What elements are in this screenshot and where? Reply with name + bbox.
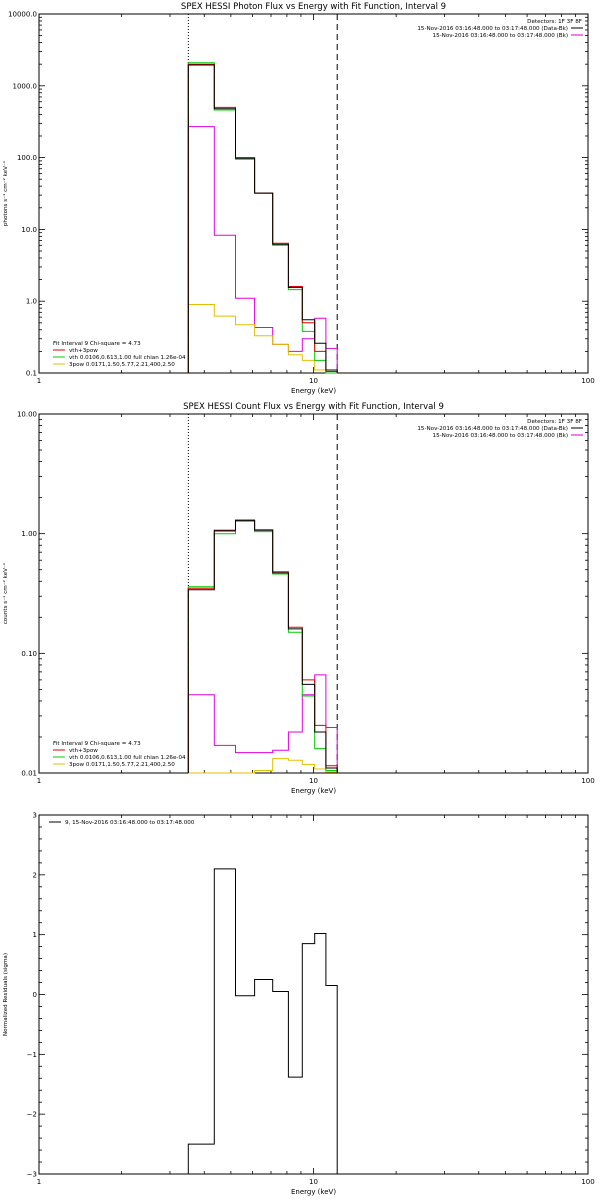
fit-legend-entry: vth 0.0106,0.613,1.00 full chian 1.26e-0… <box>69 355 186 361</box>
x-tick-label: 100 <box>581 777 594 785</box>
y-tick-label: −3 <box>27 1171 37 1179</box>
legend-entry: 15-Nov-2016 03:16:48.000 to 03:17:48.000… <box>433 433 568 439</box>
x-tick-label: 1 <box>37 377 41 385</box>
y-axis-label: photons s⁻¹ cm⁻² keV⁻¹ <box>2 161 9 226</box>
y-axis-label: Normalized Residuals (sigma) <box>3 953 9 1036</box>
series-3pow-line <box>188 758 338 774</box>
series-vth-3pow-line <box>187 519 338 773</box>
series-vth-3pow-line <box>187 63 338 373</box>
plot-frame <box>38 13 589 374</box>
series-data-bk-line <box>187 64 338 373</box>
fit-legend: Fit Interval 9 Chi-square = 4.73vth+3pow… <box>53 341 186 368</box>
y-axis-label: counts s⁻¹ cm⁻² keV⁻¹ <box>2 563 9 624</box>
chart-panel-3: 1 10 100 Energy (keV) −3 −2 −1 0 1 2 3 Normalized R… <box>3 812 595 1197</box>
fit-summary-label: Fit Interval 9 Chi-square = 4.73 <box>53 741 141 747</box>
series-vth-line <box>187 62 338 374</box>
x-tick-label: 1 <box>37 777 41 785</box>
fit-legend-entry: vth+3pow <box>69 748 98 754</box>
legend-entry: 15-Nov-2016 03:16:48.000 to 03:17:48.000… <box>417 426 568 432</box>
x-tick-label: 10 <box>309 777 318 785</box>
fit-legend-entry: 3pow 0.0171,1.50,5.77,2.21,400,2.50 <box>69 762 175 768</box>
chart-title: SPEX HESSI Count Flux vs Energy with Fit… <box>183 402 444 412</box>
chart-panel-1: SPEX HESSI Photon Flux vs Energy with Fi… <box>2 2 595 395</box>
y-tick-label: 1.00 <box>21 530 37 538</box>
x-tick-label: 10 <box>309 377 318 385</box>
fit-legend-entry: vth+3pow <box>69 348 98 354</box>
y-tick-label: 100.0 <box>17 154 37 162</box>
chart-title: SPEX HESSI Photon Flux vs Energy with Fi… <box>181 2 446 12</box>
series-bk-line <box>187 674 338 773</box>
y-tick-label: 0.10 <box>21 650 37 658</box>
series-vth-line <box>187 520 338 773</box>
y-tick-label: 1 <box>33 931 37 939</box>
x-tick-label: 10 <box>309 1178 318 1186</box>
y-tick-label: 1.0 <box>26 298 37 306</box>
y-tick-label: 0.01 <box>21 770 37 778</box>
y-tick-label: −1 <box>27 1051 37 1059</box>
y-tick-label: 0 <box>33 991 37 999</box>
y-tick-label: 10.00 <box>17 411 37 419</box>
fit-legend-entry: 3pow 0.0171,1.50,5.77,2.21,400,2.50 <box>69 362 175 368</box>
series-data-bk-line <box>187 519 338 773</box>
x-axis-label: Energy (keV) <box>291 1188 336 1196</box>
x-tick-label: 1 <box>37 1178 41 1186</box>
legend-entry: 9, 15-Nov-2016 03:16:48.000 to 03:17:48.… <box>65 820 195 826</box>
y-tick-label: 2 <box>33 871 37 879</box>
x-tick-label: 100 <box>581 1178 594 1186</box>
y-tick-label: 10000.0 <box>8 11 37 19</box>
fit-legend: Fit Interval 9 Chi-square = 4.73vth+3pow… <box>53 741 186 768</box>
x-axis-label: Energy (keV) <box>291 387 336 395</box>
legend-entry: Detectors: 1F 3F 8F <box>527 419 582 425</box>
y-tick-label: 10.0 <box>21 226 37 234</box>
x-axis-label: Energy (keV) <box>291 787 336 795</box>
plot-frame <box>38 814 589 1175</box>
x-tick-label: 100 <box>581 377 594 385</box>
legend-entry: 15-Nov-2016 03:16:48.000 to 03:17:48.000… <box>433 33 568 39</box>
y-tick-label: 3 <box>33 812 37 820</box>
y-tick-label: 0.1 <box>26 370 37 378</box>
series-9-15-nov-2016-03-16-48-000-to-03-17-48-000-line <box>187 868 338 1174</box>
fit-legend-entry: vth 0.0106,0.613,1.00 full chian 1.26e-0… <box>69 755 186 761</box>
legend-entry: 15-Nov-2016 03:16:48.000 to 03:17:48.000… <box>417 26 568 32</box>
series-3pow-line <box>187 304 338 374</box>
plot-frame <box>38 413 589 774</box>
legend-entry: Detectors: 1F 3F 8F <box>527 19 582 25</box>
chart-panel-2: SPEX HESSI Count Flux vs Energy with Fit… <box>2 402 595 795</box>
y-tick-label: −2 <box>27 1111 37 1119</box>
top-legend: 9, 15-Nov-2016 03:16:48.000 to 03:17:48.… <box>49 820 195 826</box>
y-tick-label: 1000.0 <box>13 82 38 90</box>
fit-summary-label: Fit Interval 9 Chi-square = 4.73 <box>53 341 141 347</box>
